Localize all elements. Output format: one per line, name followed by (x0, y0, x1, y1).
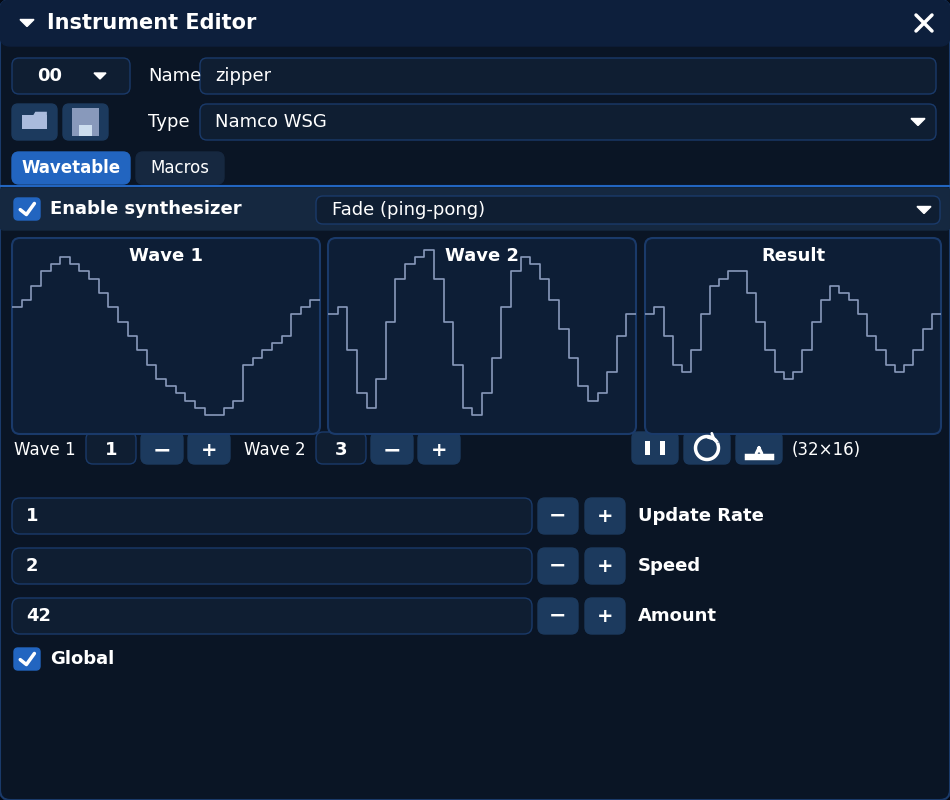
Text: Wavetable: Wavetable (22, 159, 121, 177)
Text: Fade (ping-pong): Fade (ping-pong) (332, 201, 485, 219)
Polygon shape (659, 441, 665, 455)
FancyBboxPatch shape (12, 104, 57, 140)
FancyBboxPatch shape (538, 498, 578, 534)
Text: Speed: Speed (638, 557, 701, 575)
Text: +: + (200, 441, 218, 459)
FancyBboxPatch shape (12, 58, 130, 94)
Polygon shape (911, 118, 925, 126)
Text: 2: 2 (26, 557, 39, 575)
FancyBboxPatch shape (736, 432, 782, 464)
Text: −: − (549, 556, 567, 576)
FancyBboxPatch shape (0, 188, 950, 230)
Text: Result: Result (761, 247, 825, 265)
Text: Wave 2: Wave 2 (244, 441, 306, 459)
FancyBboxPatch shape (14, 198, 40, 220)
FancyBboxPatch shape (200, 104, 936, 140)
Text: Enable synthesizer: Enable synthesizer (50, 200, 241, 218)
Text: Amount: Amount (638, 607, 717, 625)
Text: 42: 42 (26, 607, 51, 625)
FancyBboxPatch shape (12, 598, 532, 634)
Text: +: + (597, 557, 614, 575)
FancyBboxPatch shape (316, 432, 366, 464)
Text: +: + (597, 606, 614, 626)
Text: 00: 00 (37, 67, 63, 85)
FancyBboxPatch shape (585, 498, 625, 534)
Text: −: − (383, 440, 401, 460)
FancyBboxPatch shape (538, 598, 578, 634)
FancyBboxPatch shape (86, 432, 136, 464)
Text: Wave 1: Wave 1 (129, 247, 203, 265)
Text: zipper: zipper (215, 67, 271, 85)
Text: −: − (549, 506, 567, 526)
FancyBboxPatch shape (632, 432, 678, 464)
Text: Name: Name (148, 67, 201, 85)
FancyBboxPatch shape (371, 432, 413, 464)
Text: −: − (549, 606, 567, 626)
FancyBboxPatch shape (136, 152, 224, 184)
FancyBboxPatch shape (585, 598, 625, 634)
FancyBboxPatch shape (141, 432, 183, 464)
Text: Type: Type (148, 113, 190, 131)
Text: Wave 2: Wave 2 (445, 247, 519, 265)
Text: 3: 3 (334, 441, 348, 459)
FancyBboxPatch shape (418, 432, 460, 464)
Polygon shape (79, 125, 92, 136)
Text: (32×16): (32×16) (792, 441, 861, 459)
FancyBboxPatch shape (684, 432, 730, 464)
Text: Wave 1: Wave 1 (14, 441, 76, 459)
Polygon shape (22, 115, 47, 129)
FancyBboxPatch shape (14, 648, 40, 670)
FancyBboxPatch shape (12, 548, 532, 584)
FancyBboxPatch shape (645, 238, 941, 434)
FancyBboxPatch shape (328, 238, 636, 434)
Polygon shape (94, 73, 106, 79)
Text: +: + (597, 506, 614, 526)
Text: −: − (153, 440, 171, 460)
FancyBboxPatch shape (200, 58, 936, 94)
FancyBboxPatch shape (12, 238, 320, 434)
FancyBboxPatch shape (585, 548, 625, 584)
FancyBboxPatch shape (538, 548, 578, 584)
FancyBboxPatch shape (0, 0, 950, 46)
Text: +: + (430, 441, 447, 459)
Polygon shape (645, 441, 651, 455)
Text: Global: Global (50, 650, 114, 668)
Text: Update Rate: Update Rate (638, 507, 764, 525)
Text: 1: 1 (104, 441, 117, 459)
FancyBboxPatch shape (63, 104, 108, 140)
FancyBboxPatch shape (12, 152, 130, 184)
Polygon shape (917, 206, 931, 214)
FancyBboxPatch shape (12, 498, 532, 534)
Text: 1: 1 (26, 507, 39, 525)
Text: Namco WSG: Namco WSG (215, 113, 327, 131)
Polygon shape (72, 108, 99, 136)
Polygon shape (22, 112, 47, 115)
FancyBboxPatch shape (188, 432, 230, 464)
Text: Macros: Macros (150, 159, 210, 177)
Polygon shape (20, 19, 34, 26)
FancyBboxPatch shape (316, 196, 940, 224)
Text: Instrument Editor: Instrument Editor (47, 13, 256, 33)
